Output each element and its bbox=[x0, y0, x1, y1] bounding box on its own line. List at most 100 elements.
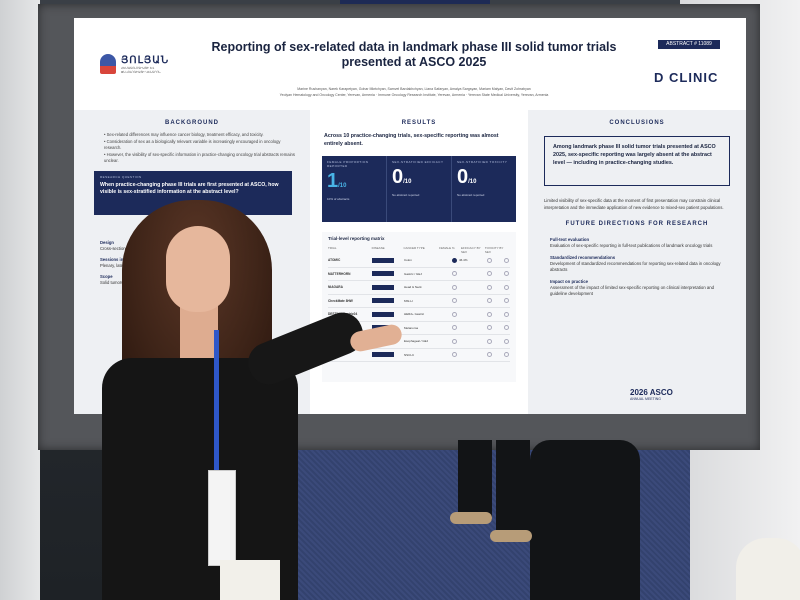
toxicity-dot-icon bbox=[504, 352, 509, 358]
conclusions-box: Among landmark phase III solid tumor tri… bbox=[544, 136, 730, 186]
matrix-header: TRIAL DISEASE CANCER TYPE FEMALE % EFFIC… bbox=[328, 246, 510, 254]
authors-names: Marine Rushanyan, Narek Karapetyan, Goha… bbox=[297, 87, 531, 91]
matrix-trial: NIAGARA bbox=[328, 285, 343, 290]
methods-item-label: Sessions included bbox=[100, 256, 137, 262]
results-heading: RESULTS bbox=[401, 120, 437, 126]
stat-denominator: /10 bbox=[468, 179, 477, 185]
stat-label: SEX-STRATIFIED TOXICITY bbox=[457, 160, 508, 164]
matrix-row: MATTERHORN Gastric / GEJ bbox=[328, 268, 510, 281]
author-list: Marine Rushanyan, Narek Karapetyan, Goha… bbox=[204, 86, 624, 98]
efficacy-dot-icon bbox=[487, 311, 492, 317]
logo-left-subtitle: ՀԵՄԱՏՈԼՈԳԻԱՅԻ ԵՎ ՕՆԿՈԼՈԳԻԱՅԻ ԿԵՆՏՐՈՆ bbox=[121, 65, 161, 74]
future-item: Full-text evaluation Evaluation of sex-sp… bbox=[550, 237, 728, 249]
stat-denominator: /10 bbox=[403, 179, 412, 185]
shoe bbox=[450, 512, 492, 524]
background-bullets: • Sex-related differences may influence … bbox=[74, 126, 310, 165]
matrix-female: 46.4% bbox=[459, 258, 468, 263]
matrix-row: ATOMIC Colon 46.4% bbox=[328, 254, 510, 268]
abstract-badge: ABSTRACT # 11089 bbox=[658, 40, 720, 49]
future-item-label: Standardized recommendations bbox=[550, 255, 616, 260]
rocket-icon bbox=[100, 54, 116, 74]
conclusions-text: Limited visibility of sex-specific data … bbox=[544, 198, 724, 210]
stat-number: 0 bbox=[392, 166, 404, 188]
background-bullet: • However, the visibility of sex-specifi… bbox=[104, 151, 295, 164]
matrix-col: TRIAL bbox=[328, 246, 337, 250]
matrix-col: DISEASE bbox=[371, 246, 385, 250]
methods-item-label: Design bbox=[100, 239, 114, 245]
stats-panel: FEMALE PROPORTION REPORTED 1/10 10% of a… bbox=[322, 156, 516, 222]
female-dot-icon bbox=[452, 352, 457, 358]
matrix-type: Head & Neck bbox=[404, 285, 422, 290]
matrix-trial: CheckMate 8HW bbox=[328, 298, 353, 303]
matrix-type: NSCLC bbox=[404, 352, 415, 357]
disease-tag bbox=[372, 352, 394, 358]
toxicity-dot-icon bbox=[504, 338, 509, 344]
female-dot-icon bbox=[452, 325, 457, 331]
future-item-text: Assessment of the impact of limited sex-… bbox=[550, 285, 715, 296]
efficacy-dot-icon bbox=[487, 271, 492, 277]
toxicity-dot-icon bbox=[504, 311, 509, 317]
reporting-matrix: Trial-level reporting matrix TRIAL DISEA… bbox=[322, 232, 516, 382]
asco-logo-sub: ANNUAL MEETING bbox=[630, 397, 661, 401]
stat-note: No abstract reported bbox=[392, 193, 420, 197]
future-item: Impact on practice Assessment of the impa… bbox=[550, 279, 728, 297]
future-heading: FUTURE DIRECTIONS FOR RESEARCH bbox=[565, 221, 709, 227]
efficacy-dot-icon bbox=[487, 338, 492, 344]
matrix-type: Colon bbox=[404, 258, 412, 263]
results-intro: Across 10 practice-changing trials, sex-… bbox=[324, 133, 499, 147]
stat-efficacy: SEX-STRATIFIED EFFICACY 0/10 No abstract… bbox=[387, 156, 452, 222]
future-list: Full-text evaluation Evaluation of sex-sp… bbox=[528, 227, 746, 297]
neck bbox=[180, 304, 218, 364]
female-dot-icon bbox=[452, 271, 457, 277]
shoe bbox=[490, 530, 532, 542]
poster-header: ՅՈԼՅԱՆ ՀԵՄԱՏՈԼՈԳԻԱՅԻ ԵՎ ՕՆԿՈԼՈԳԻԱՅԻ ԿԵՆՏ… bbox=[74, 18, 746, 110]
matrix-col: CANCER TYPE bbox=[403, 246, 425, 250]
methods-item: Scope Solid tumors bbox=[100, 274, 290, 286]
authors-affiliations: Yeolyan Hematology and Oncology Center, … bbox=[279, 93, 549, 97]
stat-value: 0/10 bbox=[392, 166, 446, 193]
yeolyan-logo: ՅՈԼՅԱՆ ՀԵՄԱՏՈԼՈԳԻԱՅԻ ԵՎ ՕՆԿՈԼՈԳԻԱՅԻ ԿԵՆՏ… bbox=[100, 54, 171, 74]
future-item-text: Evaluation of sex-specific reporting in … bbox=[550, 243, 713, 248]
stat-denominator: /10 bbox=[338, 183, 347, 189]
matrix-col: TOXICITY BY SEX bbox=[484, 246, 504, 254]
matrix-row: CheckMate 8HW MSI-H bbox=[328, 295, 510, 308]
asco-logo-text: 2026 ASCO bbox=[630, 388, 673, 397]
toxicity-dot-icon bbox=[504, 271, 509, 277]
conference-badge bbox=[208, 470, 236, 566]
female-dot-icon bbox=[452, 257, 457, 263]
matrix-title: Trial-level reporting matrix bbox=[328, 236, 385, 241]
future-item: Standardized recommendations Development … bbox=[550, 255, 728, 273]
asco-logo: 2026 ASCO ANNUAL MEETING bbox=[630, 388, 673, 401]
future-item-text: Development of standardized recommendati… bbox=[550, 261, 721, 272]
conclusions-heading: CONCLUSIONS bbox=[609, 120, 665, 126]
matrix-col: EFFICACY BY SEX bbox=[461, 246, 481, 254]
stand-header-strip bbox=[340, 0, 490, 6]
toxicity-dot-icon bbox=[504, 325, 509, 331]
stat-number: 0 bbox=[457, 166, 469, 188]
matrix-col: FEMALE % bbox=[439, 246, 455, 250]
presenter-woman bbox=[100, 200, 410, 600]
leg bbox=[458, 440, 492, 520]
efficacy-dot-icon bbox=[487, 325, 492, 331]
leg bbox=[496, 440, 530, 540]
female-dot-icon bbox=[452, 311, 457, 317]
research-question-label: RESEARCH QUESTION bbox=[100, 174, 142, 179]
matrix-row: NIAGARA Head & Neck bbox=[328, 281, 510, 295]
background-bullet: • Sex-related differences may influence … bbox=[104, 132, 264, 137]
matrix-type: Melanoma bbox=[404, 325, 419, 330]
disease-tag bbox=[372, 257, 394, 263]
matrix-type: HER2+ Gastric bbox=[404, 312, 425, 317]
stat-female-proportion: FEMALE PROPORTION REPORTED 1/10 10% of a… bbox=[322, 156, 387, 222]
matrix-type: Esophageal / GEJ bbox=[404, 339, 429, 344]
disease-tag bbox=[372, 298, 394, 304]
female-dot-icon bbox=[452, 284, 457, 290]
toxicity-dot-icon bbox=[504, 298, 509, 304]
background-bullet: • Consideration of sex as a biologically… bbox=[104, 138, 281, 151]
dclinic-logo: D CLINIC bbox=[654, 70, 719, 85]
middle-column: RESULTS Across 10 practice-changing tria… bbox=[310, 110, 528, 414]
stat-value: 1/10 bbox=[327, 170, 381, 197]
lanyard bbox=[214, 330, 219, 480]
matrix-trial: ATOMIC bbox=[328, 258, 341, 263]
research-question-text: When practice-changing phase III trials … bbox=[100, 181, 279, 195]
matrix-trial: MATTERHORN bbox=[328, 271, 351, 276]
